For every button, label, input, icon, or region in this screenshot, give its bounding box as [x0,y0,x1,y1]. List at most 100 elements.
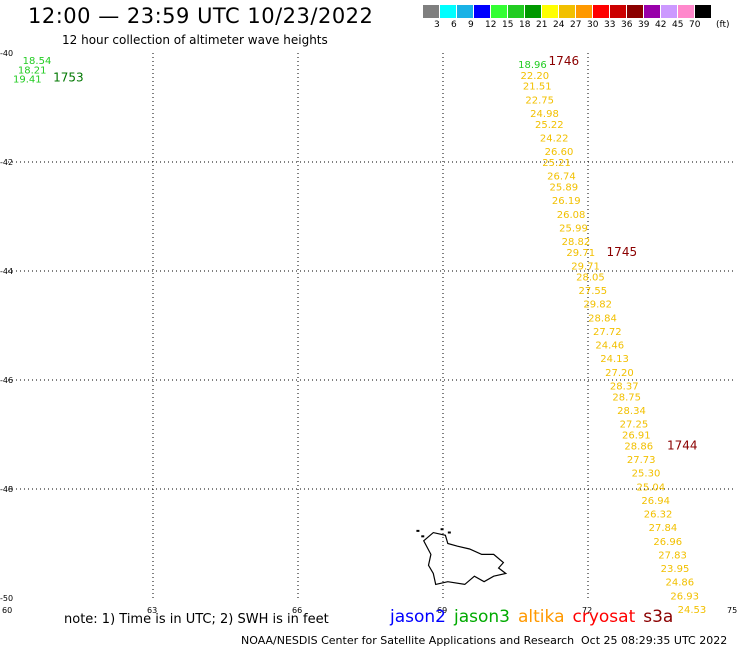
units-note: note: 1) Time is in UTC; 2) SWH is in fe… [64,612,329,627]
color-scale-tick-label: 45 [672,20,684,30]
wave-height-value: 19.41 [13,75,42,86]
wave-height-value: 28.05 [576,272,605,283]
color-scale-tick-label: 27 [570,20,582,30]
altimeter-map: 60 63 66 69 72 75 -40 -42 -44 -46 -48 -50 18.54 18.21… [0,49,737,616]
color-scale-swatch [559,5,576,18]
wave-height-value: 25.22 [535,120,564,131]
wave-height-value: 28.37 [610,381,639,392]
wave-height-value: 25.89 [550,183,579,194]
wave-height-value: 24.98 [530,109,559,120]
wave-height-value: 25.04 [637,482,666,493]
wave-height-value: 26.60 [545,147,574,158]
wave-height-value: 27.72 [593,327,622,338]
wave-height-value: 24.13 [600,354,629,365]
page-title: 12:00 — 23:59 UTC 10/23/2022 [28,4,374,28]
color-scale-swatch [542,5,559,18]
color-scale-swatch [474,5,491,18]
islet-marker [440,528,444,531]
credit-line: NOAA/NESDIS Center for Satellite Applica… [241,634,575,647]
map-plot: 60 63 66 69 72 75 -40 -42 -44 -46 -48 -50 18.5418.21… [0,49,737,616]
longitude-tick-label: 72 [582,606,592,615]
color-scale-tick-label: 18 [519,20,531,30]
color-scale-swatch [423,5,440,18]
wave-height-value: 27.73 [627,455,656,466]
color-scale-swatch [457,5,474,18]
color-scale-tick-label: 9 [468,20,474,30]
latitude-tick-label: -50 [0,594,13,603]
wave-height-value: 26.91 [622,431,651,442]
color-scale-swatch [661,5,678,18]
wave-height-value: 28.75 [612,392,641,403]
generated-timestamp: Oct 25 08:29:35 UTC 2022 [581,634,728,647]
wave-height-value: 22.20 [521,71,550,82]
wave-height-value: 26.08 [557,210,586,221]
wave-height-value: 26.19 [552,196,581,207]
wave-height-value: 25.30 [632,469,661,480]
longitude-tick-label: 75 [727,606,737,615]
latitude-tick-label: -46 [0,376,13,385]
color-scale-swatch [610,5,627,18]
wave-height-value: 26.74 [547,172,576,183]
wave-height-value: 28.86 [624,441,653,452]
wave-height-value: 24.22 [540,133,569,144]
wave-height-value: 25.99 [559,223,588,234]
wave-height-value: 18.96 [518,60,547,71]
mission-legend-jason3: jason3 [454,607,510,627]
page-subtitle: 12 hour collection of altimeter wave hei… [62,33,328,47]
color-scale-swatch [440,5,457,18]
longitude-tick-label: 69 [437,606,447,615]
wave-height-value: 21.51 [523,82,552,93]
wave-height-value: 25.21 [542,158,571,169]
color-scale-swatch [576,5,593,18]
wave-height-value: 27.55 [579,286,608,297]
color-scale-tick-label: 42 [655,20,667,30]
latitude-tick-label: -40 [0,49,13,58]
mission-legend-altika: altika [518,607,565,627]
wave-height-value: 28.84 [588,313,617,324]
wave-height-value: 18.54 [23,56,52,67]
latitude-tick-label: -42 [0,158,13,167]
longitude-tick-label: 66 [292,606,302,615]
wave-height-value: 22.75 [525,95,554,106]
color-scale-tick-label: 24 [553,20,565,30]
mission-legend-s3a: s3a [643,607,674,627]
wave-height-value: 29.82 [583,300,612,311]
pass-time-label: 1745 [607,245,638,259]
islet-marker [421,535,425,538]
color-scale-tick-label: 6 [451,20,457,30]
color-scale-swatch [678,5,695,18]
wave-height-color-scale: (ft) 3 6 9 12 15 18 21 24 27 30 33 36 39 42 45 70 [423,5,733,35]
color-scale-swatch [627,5,644,18]
color-scale-swatch [593,5,610,18]
wave-height-value: 24.46 [595,341,624,352]
wave-height-value: 26.32 [644,510,673,521]
pass-time-label: 1753 [53,71,84,85]
wave-height-value: 29.71 [571,262,600,273]
color-scale-tick-label: 39 [638,20,650,30]
color-scale-tick-label: 12 [485,20,497,30]
color-scale-ticks: (ft) 3 6 9 12 15 18 21 24 27 30 33 36 39 42 45 70 [423,18,733,32]
color-scale-tick-label: 70 [689,20,701,30]
longitude-tick-label: 63 [147,606,157,615]
wave-height-value: 26.93 [670,591,699,602]
wave-height-value: 28.34 [617,406,646,417]
color-scale-swatch [525,5,542,18]
pass-time-label: 1746 [549,54,580,68]
color-scale-unit: (ft) [716,20,730,30]
color-scale-tick-label: 21 [536,20,548,30]
color-scale-swatch [695,5,712,18]
color-scale-tick-label: 33 [604,20,616,30]
wave-height-value: 28.82 [562,237,591,248]
wave-height-value: 24.86 [666,578,695,589]
latitude-tick-label: -44 [0,267,13,276]
color-scale-tick-label: 15 [502,20,514,30]
wave-height-value: 23.95 [661,564,690,575]
wave-height-value: 27.84 [649,523,678,534]
wave-height-value: 18.21 [18,65,47,76]
color-scale-swatches [423,5,733,18]
color-scale-tick-label: 36 [621,20,633,30]
color-scale-swatch [644,5,661,18]
wave-height-value: 29.71 [566,248,595,259]
islet-marker [416,529,420,532]
mission-legend: jason2 jason3 altika cryosat s3a [390,607,673,627]
